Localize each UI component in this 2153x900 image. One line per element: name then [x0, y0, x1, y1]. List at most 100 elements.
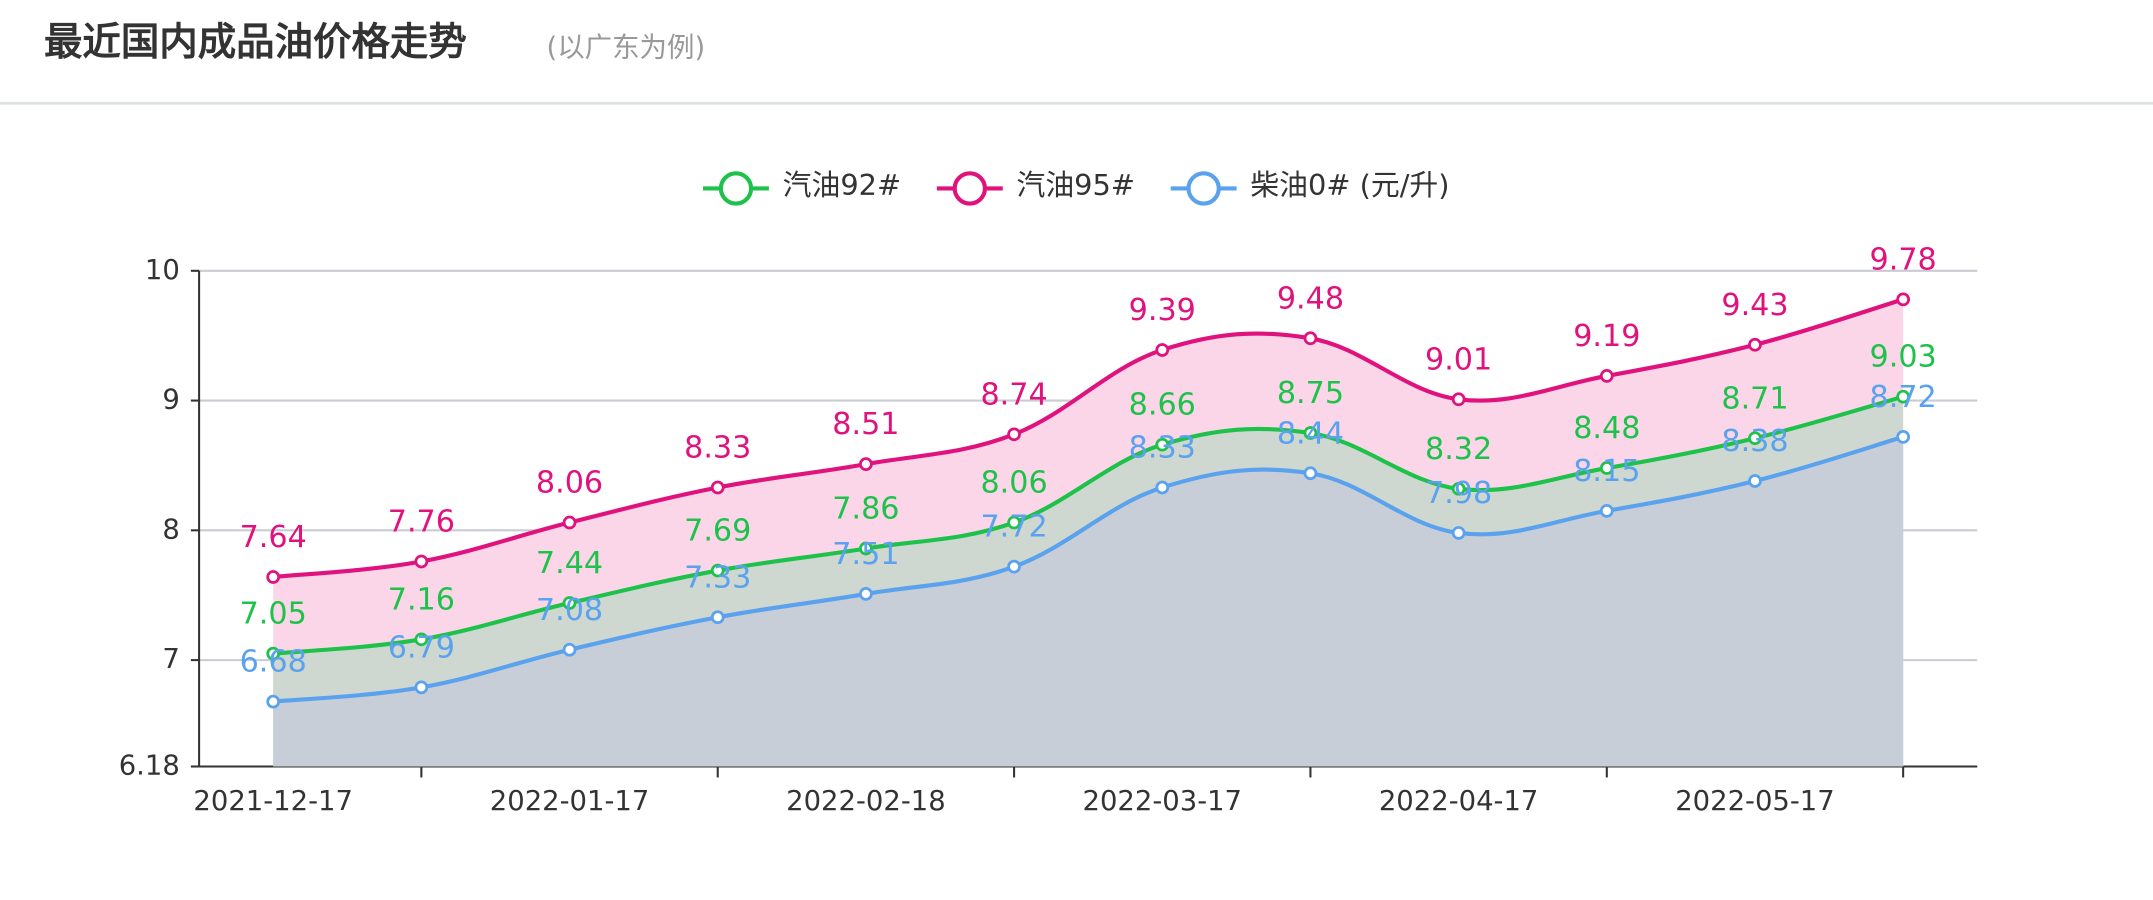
series-line — [272, 394, 1904, 656]
data-point — [1303, 331, 1318, 346]
data-label: 9.48 — [1277, 281, 1344, 316]
data-point — [562, 642, 577, 657]
data-point — [1748, 474, 1762, 488]
data-label: 8.51 — [832, 407, 899, 442]
data-point — [1303, 426, 1318, 440]
data-label: 6.79 — [388, 630, 455, 665]
legend-marker — [1186, 171, 1221, 206]
data-point — [1599, 369, 1614, 383]
data-point — [414, 632, 429, 647]
legend-label: 柴油0# (元/升) — [1250, 168, 1449, 202]
data-point — [710, 480, 725, 495]
data-point — [414, 680, 429, 695]
x-tick-label: 2022-04-17 — [1379, 786, 1539, 817]
y-tick-label: 8 — [162, 514, 179, 545]
data-point — [859, 541, 873, 556]
data-label: 7.64 — [240, 520, 307, 555]
data-label: 7.16 — [388, 582, 455, 617]
series-area — [273, 436, 1904, 767]
data-label: 7.86 — [832, 492, 899, 527]
data-point — [1303, 466, 1318, 481]
lines — [272, 297, 1904, 704]
data-label: 7.72 — [980, 510, 1047, 545]
data-label: 8.71 — [1721, 381, 1788, 416]
y-tick-label: 10 — [145, 255, 180, 286]
data-point — [562, 596, 577, 610]
data-label: 9.01 — [1425, 342, 1492, 377]
data-point — [266, 646, 281, 661]
data-point — [859, 457, 873, 472]
series-line — [272, 297, 1904, 580]
data-label: 7.98 — [1425, 476, 1492, 511]
data-point — [1451, 481, 1466, 496]
labels: 7.64 7.76 8.06 8.33 8.51 8.74 9.39 9.48 9.01 9.19… — [240, 242, 1937, 679]
data-label: 9.39 — [1129, 293, 1196, 328]
data-label: 7.76 — [388, 505, 455, 540]
data-point — [1155, 480, 1170, 495]
data-label: 9.43 — [1721, 288, 1788, 323]
y-tick-label: 7 — [162, 644, 179, 675]
data-label: 9.78 — [1870, 242, 1937, 277]
data-label: 8.06 — [536, 466, 603, 501]
data-point — [266, 570, 281, 584]
series-line — [272, 434, 1904, 704]
data-label: 9.19 — [1573, 319, 1640, 354]
data-point — [562, 515, 577, 530]
data-point — [1451, 392, 1466, 407]
data-point — [1896, 292, 1911, 307]
x-tick-label: 2022-03-17 — [1082, 786, 1242, 817]
data-label: 8.75 — [1277, 376, 1344, 411]
data-point — [1896, 389, 1911, 404]
page-subtitle: (以广东为例) — [546, 32, 705, 63]
x-tick-label: 2021-12-17 — [193, 786, 353, 817]
data-point — [1748, 431, 1762, 446]
data-point — [1748, 337, 1762, 352]
y-tick-label: 9 — [162, 385, 179, 416]
data-point — [1599, 461, 1614, 475]
legend: 汽油92# 汽油95# 柴油0# (元/升) — [703, 168, 1450, 206]
data-point — [1007, 559, 1021, 574]
legend-label: 汽油95# — [1016, 168, 1134, 202]
data-label: 8.15 — [1573, 454, 1640, 489]
data-label: 9.03 — [1870, 340, 1937, 375]
x-tick-label: 2022-05-17 — [1675, 786, 1835, 817]
data-label: 8.32 — [1425, 432, 1492, 467]
data-point — [1896, 430, 1911, 444]
legend-label: 汽油92# — [783, 168, 902, 202]
data-point — [1007, 515, 1021, 530]
data-label: 8.38 — [1721, 424, 1788, 459]
page-title: 最近国内成品油价格走势 — [44, 20, 467, 65]
data-label: 8.74 — [980, 377, 1047, 412]
data-point — [710, 563, 725, 578]
data-label: 8.48 — [1573, 411, 1640, 446]
data-label: 8.33 — [1129, 431, 1196, 466]
x-tick-label: 2022-01-17 — [490, 786, 650, 817]
legend-marker — [952, 171, 987, 206]
data-label: 7.69 — [684, 514, 751, 549]
data-label: 7.51 — [832, 537, 899, 572]
data-label: 8.44 — [1277, 416, 1344, 451]
data-label: 7.08 — [536, 593, 603, 628]
data-label: 7.33 — [684, 560, 751, 595]
data-label: 7.44 — [536, 546, 603, 581]
points — [266, 292, 1911, 709]
data-label: 8.06 — [980, 466, 1047, 501]
x-tick-label: 2022-02-18 — [786, 786, 946, 817]
y-tick-label: 6.18 — [119, 750, 180, 781]
data-label: 6.68 — [240, 645, 307, 680]
data-point — [1007, 427, 1021, 442]
data-label: 8.66 — [1129, 388, 1196, 423]
areas — [273, 299, 1904, 767]
data-label: 8.72 — [1870, 380, 1937, 415]
data-point — [1155, 437, 1170, 452]
data-point — [1599, 504, 1614, 518]
data-point — [859, 587, 873, 601]
data-point — [1451, 526, 1466, 540]
data-point — [710, 610, 725, 625]
data-point — [266, 694, 281, 709]
data-label: 8.33 — [684, 431, 751, 466]
data-point — [414, 554, 429, 569]
data-label: 7.05 — [240, 597, 307, 632]
